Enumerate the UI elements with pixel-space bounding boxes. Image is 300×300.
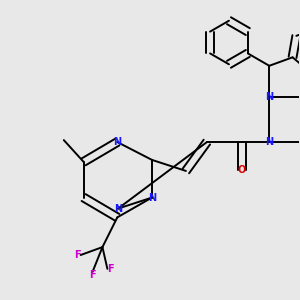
Text: N: N: [265, 92, 273, 103]
Text: N: N: [113, 137, 122, 147]
Text: N: N: [114, 204, 122, 214]
Text: N: N: [148, 193, 156, 202]
Text: F: F: [89, 270, 96, 280]
Text: F: F: [107, 264, 114, 274]
Text: O: O: [237, 165, 246, 175]
Text: N: N: [265, 137, 273, 147]
Text: F: F: [74, 250, 81, 260]
